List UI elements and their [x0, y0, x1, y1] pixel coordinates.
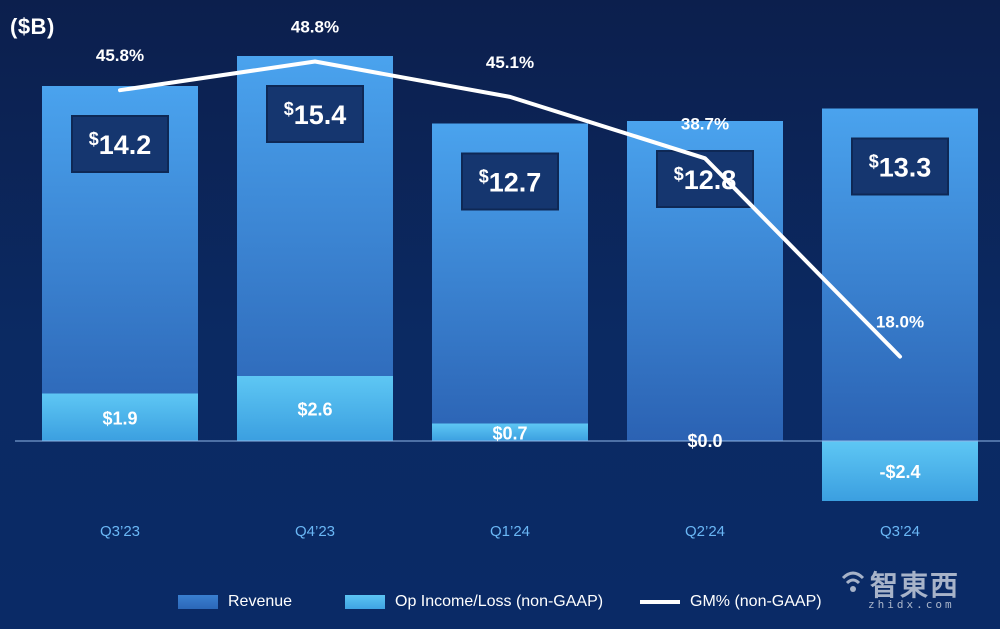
op-income-labels: $1.9 $2.6 $0.7 $0.0 -$2.4	[102, 400, 920, 483]
gm-swatch	[640, 600, 680, 604]
op-income-bars	[42, 376, 978, 501]
revenue-label-box	[461, 152, 559, 211]
legend-item-revenue: Revenue	[178, 590, 292, 614]
category-label: Q1’24	[490, 523, 530, 540]
gm-value-label: 48.8%	[291, 17, 339, 36]
op-income-bar	[237, 376, 393, 441]
revenue-swatch	[178, 595, 218, 609]
legend-item-op-income: Op Income/Loss (non-GAAP)	[345, 590, 603, 614]
revenue-labels: $14.2$15.4$12.7 $12.8$13.3	[71, 85, 949, 211]
gm-value-label: 18.0%	[876, 313, 924, 332]
category-label: Q4’23	[295, 523, 335, 540]
gm-value-label: 45.1%	[486, 53, 534, 72]
watermark-en: zhidx.com	[868, 598, 955, 611]
revenue-value-label: $15.4	[284, 99, 347, 130]
unit-label: ($B)	[10, 14, 55, 39]
op-income-value-label: $1.9	[102, 408, 137, 428]
op-income-bar	[822, 441, 978, 501]
category-label: Q2’24	[685, 523, 725, 540]
gm-value-label: 45.8%	[96, 46, 144, 65]
legend-label-revenue: Revenue	[228, 593, 293, 610]
revenue-bars	[42, 56, 978, 441]
gm-line	[118, 59, 902, 359]
watermark-cn: 智東西	[870, 569, 961, 602]
op-income-swatch	[345, 595, 385, 609]
legend-item-gm: GM% (non-GAAP)	[640, 590, 822, 614]
op-income-value-label: -$2.4	[879, 462, 920, 482]
op-income-bar	[432, 423, 588, 441]
category-label: Q3’23	[100, 523, 140, 540]
wifi-icon	[841, 571, 865, 592]
op-income-bar	[42, 393, 198, 441]
legend-label-gm: GM% (non-GAAP)	[690, 593, 822, 610]
watermark: 智東西 zhidx.com	[840, 560, 990, 622]
category-label: Q3’24	[880, 523, 920, 540]
gm-value-label: 38.7%	[681, 114, 729, 133]
gm-labels: 45.8% 48.8% 45.1% 38.7% 18.0%	[96, 17, 924, 331]
revenue-value-label: $14.2	[89, 129, 152, 160]
op-income-value-label: $2.6	[297, 400, 332, 420]
revenue-label-box	[266, 85, 364, 143]
op-income-value-label: $0.7	[492, 423, 527, 443]
revenue-label-box	[851, 137, 949, 196]
revenue-value-label: $13.3	[869, 152, 932, 183]
legend-label-op-income: Op Income/Loss (non-GAAP)	[395, 593, 604, 610]
legend: Revenue Op Income/Loss (non-GAAP) GM% (n…	[0, 590, 1000, 614]
revenue-value-label: $12.7	[479, 167, 542, 198]
category-labels: Q3’23 Q4’23 Q1’24 Q2’24 Q3’24	[100, 523, 920, 540]
revenue-label-box	[71, 115, 169, 173]
op-income-value-label: $0.0	[687, 431, 722, 451]
